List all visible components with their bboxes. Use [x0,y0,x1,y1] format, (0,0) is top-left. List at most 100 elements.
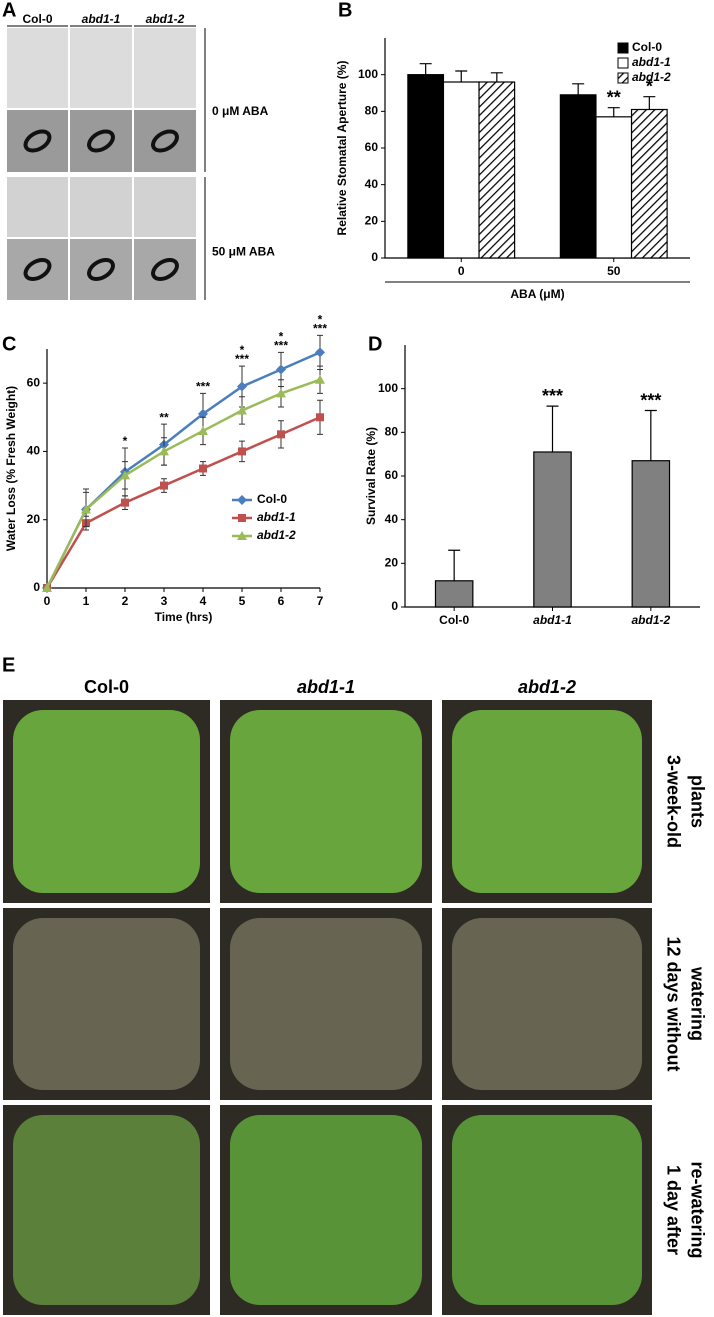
micrograph [7,177,68,237]
axes [46,349,320,589]
marker [238,447,246,456]
y-tick-label: 0 [371,250,378,264]
x-tick-label: 4 [200,594,207,608]
y-tick-label: 80 [365,104,379,118]
marker [237,405,247,415]
photo-plants [452,918,642,1090]
legend-label: abd1-1 [257,510,296,524]
y-tick-label: 60 [27,375,41,389]
x-tick-label: 2 [122,594,129,608]
row-label: 1 day after [663,1165,683,1255]
row-label: 12 days without [663,936,683,1071]
y-tick-label: 40 [27,444,41,458]
row-label: 3-week-old [663,755,683,848]
y-tick-label: 20 [27,512,41,526]
marker [121,498,129,507]
micrograph [134,239,196,300]
x-tick-label: 6 [278,594,285,608]
y-tick-label: 40 [365,177,379,191]
panel-label: C [2,333,16,355]
error-bar [455,70,468,82]
legend-swatch [617,57,629,69]
micrograph [7,110,68,172]
stoma [23,258,52,281]
x-tick-label: 0 [44,594,51,608]
column-header: Col-0 [23,12,53,26]
x-tick-label: Col-0 [439,613,469,627]
x-tick-label: abd1-2 [631,613,670,627]
significance: * [240,343,245,357]
series-line [45,378,321,589]
significance: * [123,434,128,448]
stoma [151,258,179,281]
x-axis-label: ABA (μM) [510,287,564,301]
bar [533,451,572,608]
panel-label: B [338,0,352,21]
micrograph [7,28,68,108]
marker [160,481,168,490]
significance: *** [542,386,563,406]
bar [478,81,516,259]
error-bar [490,72,503,82]
micrograph [70,28,132,108]
marker [120,470,130,480]
series-line [45,416,321,589]
significance: *** [274,339,288,353]
significance: *** [196,380,210,394]
y-tick-label: 60 [365,140,379,154]
marker [42,583,52,592]
x-tick-label: 7 [317,594,324,608]
significance: *** [235,352,249,366]
marker [81,504,91,514]
marker [276,364,286,375]
stoma [87,129,115,153]
micrograph [7,239,68,300]
marker [315,374,325,384]
micrograph [134,110,196,172]
legend-label: abd1-2 [632,70,671,84]
error-bar [572,83,585,95]
legend-label: abd1-1 [632,55,671,69]
error-bar [546,405,559,452]
x-axis-label: Time (hrs) [155,610,213,624]
photo-plants [230,710,422,893]
error-bar [607,107,620,117]
photo-plants [230,1115,422,1305]
marker [238,514,246,522]
y-axis-label: Survival Rate (%) [364,427,378,525]
bar [630,108,668,259]
marker [315,347,325,358]
y-tick-label: 20 [365,214,379,228]
marker [237,495,247,505]
marker [198,408,208,419]
marker [199,464,207,473]
panel-label: D [368,333,382,355]
error-bar [419,63,432,75]
significance: * [318,313,323,327]
x-tick-label: abd1-1 [533,613,572,627]
bar [434,580,474,608]
marker [316,413,324,422]
panel-label: E [2,654,15,676]
marker [159,446,169,456]
y-tick-label: 0 [33,580,40,594]
photo-plants [13,918,200,1090]
stoma [87,258,115,281]
error-bar [448,549,461,581]
marker [237,531,247,540]
column-header: Col-0 [84,677,129,697]
marker [198,425,208,435]
x-tick-label: 5 [239,594,246,608]
column-header: abd1-1 [297,677,355,697]
bar [631,460,671,608]
stoma [23,129,52,153]
y-axis-label: Water Loss (% Fresh Weight) [4,386,18,551]
y-tick-label: 40 [385,512,399,526]
y-tick-label: 60 [385,468,399,482]
significance: *** [313,322,327,336]
significance: * [279,330,284,344]
y-tick-label: 80 [385,425,399,439]
photo-plants [230,918,422,1090]
photo-plants [13,710,200,893]
